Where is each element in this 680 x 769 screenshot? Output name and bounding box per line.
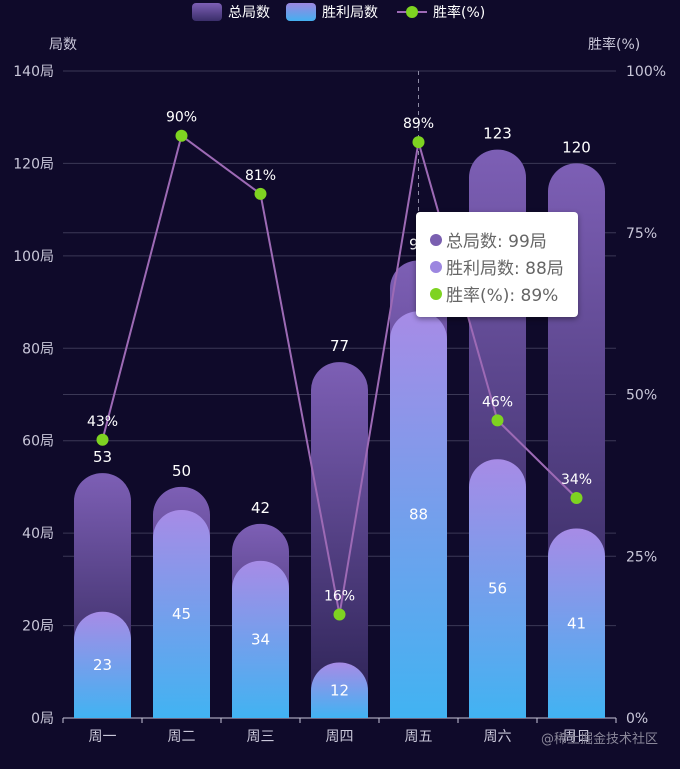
legend-label-wins: 胜利局数	[322, 5, 378, 21]
legend-item-total[interactable]: 总局数	[192, 3, 270, 21]
x-tick-label: 周四	[326, 729, 354, 745]
tooltip-row-rate: 胜率(%): 89%	[430, 280, 578, 307]
bar-wins-label: 12	[330, 681, 349, 699]
rate-point[interactable]	[412, 136, 425, 149]
x-tick-label: 周三	[247, 729, 275, 745]
watermark: @稀土掘金技术社区	[540, 732, 658, 747]
label-layer: 53235045423477129988123561204143%90%81%1…	[87, 110, 592, 700]
rate-point-label: 46%	[482, 394, 513, 410]
right-tick-label: 0%	[626, 711, 648, 727]
line-layer	[96, 129, 583, 621]
bar-total-label: 53	[93, 448, 112, 466]
tooltip-row-wins: 胜利局数: 88局	[430, 253, 578, 280]
rate-point-label: 90%	[166, 110, 197, 126]
left-tick-label: 40局	[22, 526, 54, 542]
rate-point[interactable]	[96, 433, 109, 446]
x-tick-label: 周五	[405, 729, 433, 745]
bar-total-label: 42	[251, 499, 270, 517]
bar-wins-label: 34	[251, 630, 270, 648]
rate-point-label: 81%	[245, 168, 276, 184]
legend: 总局数 胜利局数 胜率(%)	[192, 3, 485, 21]
rate-point[interactable]	[175, 129, 188, 142]
right-tick-label: 25%	[626, 549, 657, 565]
legend-swatch-total	[192, 3, 222, 21]
right-tick-label: 75%	[626, 226, 657, 242]
bar-wins[interactable]	[74, 611, 131, 718]
tooltip-label-rate: 胜率(%): 89%	[446, 286, 559, 306]
left-tick-label: 120局	[13, 156, 54, 172]
left-tick-label: 60局	[22, 434, 54, 450]
tooltip-label-total: 总局数: 99局	[446, 232, 547, 252]
bar-total[interactable]	[311, 362, 368, 718]
right-axis-name: 胜率(%)	[588, 36, 640, 53]
tooltip-dot-total	[430, 233, 442, 246]
tooltip-label-wins: 胜利局数: 88局	[446, 259, 564, 279]
axis-layer: 0局 20局 40局 60局 80局 100局 120局 140局 0% 25% 50% 75% 100…	[13, 64, 666, 745]
bar-wins-label: 23	[93, 656, 112, 674]
bar-wins[interactable]	[390, 311, 447, 718]
rate-point-label: 16%	[324, 588, 355, 604]
rate-point-label: 34%	[561, 472, 592, 488]
right-tick-label: 50%	[626, 388, 657, 404]
right-tick-label: 100%	[626, 64, 666, 80]
left-tick-label: 140局	[13, 64, 54, 80]
tooltip-row-total: 总局数: 99局	[430, 226, 578, 253]
bar-wins[interactable]	[311, 662, 368, 718]
legend-point-rate	[406, 6, 418, 18]
legend-label-rate: 胜率(%)	[433, 4, 485, 21]
bar-total-label: 50	[172, 462, 191, 480]
left-tick-label: 20局	[22, 619, 54, 635]
bar-wins-label: 41	[567, 614, 586, 632]
left-tick-label: 80局	[22, 341, 54, 357]
x-tick-label: 周二	[168, 729, 196, 745]
bar-total-label: 120	[562, 138, 591, 156]
rate-point-label: 43%	[87, 414, 118, 430]
rate-point[interactable]	[254, 187, 267, 200]
legend-swatch-wins	[286, 3, 316, 21]
bar-wins[interactable]	[153, 510, 210, 718]
bar-wins-label: 88	[409, 506, 428, 524]
bar-wins[interactable]	[469, 459, 526, 718]
bar-wins-label: 45	[172, 605, 191, 623]
x-tick-label: 周六	[484, 729, 512, 745]
tooltip-dot-wins	[430, 260, 442, 273]
bar-total-label: 123	[483, 125, 512, 143]
legend-label-total: 总局数	[228, 5, 270, 21]
legend-item-rate[interactable]: 胜率(%)	[397, 4, 485, 21]
tooltip: 总局数: 99局 胜利局数: 88局 胜率(%): 89%	[416, 212, 578, 317]
bar-wins-label: 56	[488, 580, 507, 598]
left-axis-name: 局数	[49, 37, 77, 53]
bar-wins[interactable]	[548, 528, 605, 718]
bar-total-label: 77	[330, 337, 349, 355]
rate-point[interactable]	[333, 608, 346, 621]
x-tick-label: 周一	[89, 729, 117, 745]
left-tick-label: 0局	[31, 711, 54, 727]
left-tick-label: 100局	[13, 249, 54, 265]
x-tick-label: 周日	[563, 729, 591, 745]
bar-wins[interactable]	[232, 560, 290, 718]
legend-item-wins[interactable]: 胜利局数	[286, 3, 378, 21]
rate-point[interactable]	[491, 414, 504, 427]
rate-point[interactable]	[570, 492, 583, 505]
tooltip-dot-rate	[430, 287, 442, 300]
rate-point-label: 89%	[403, 116, 434, 132]
